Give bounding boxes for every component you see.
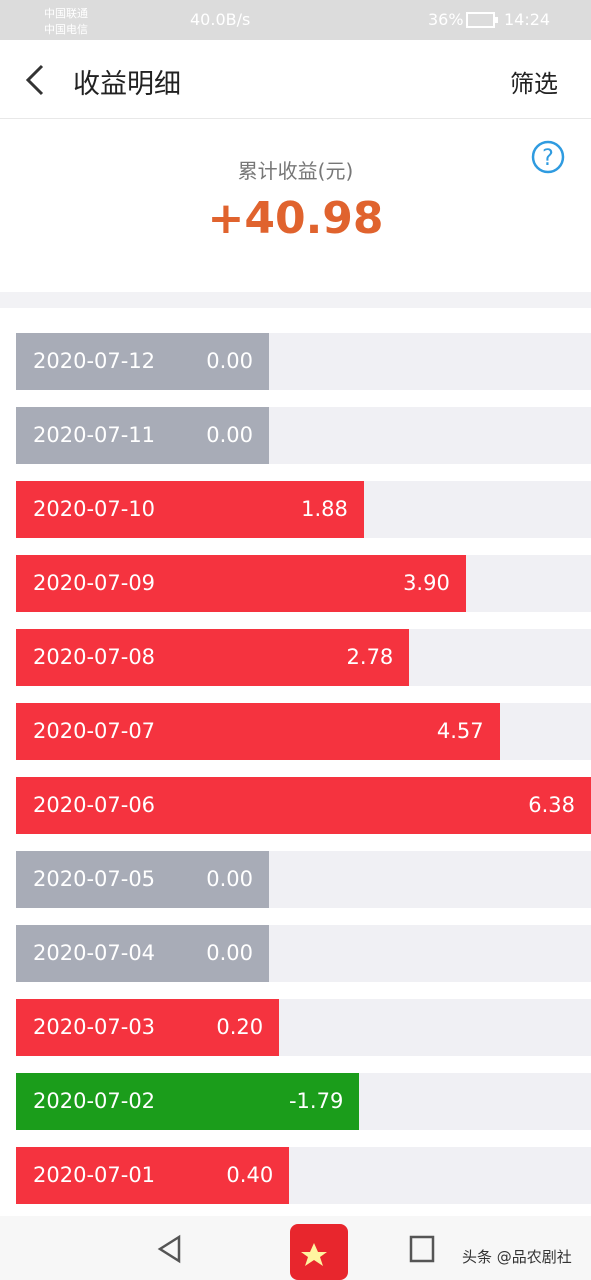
- bar: [16, 703, 500, 760]
- bar: [16, 555, 466, 612]
- nav-bar: 头条 @品农剧社: [0, 1216, 591, 1280]
- bar: [16, 629, 410, 686]
- value-label: 4.57: [436, 719, 484, 743]
- carrier: 中国电信: [44, 23, 88, 36]
- battery-icon: [466, 12, 498, 28]
- carrier: 中国联通: [44, 7, 88, 20]
- value-label: -1.79: [288, 1089, 344, 1113]
- earnings-row: 2020-07-08 2.78: [16, 629, 591, 686]
- date-label: 2020-07-07: [33, 719, 156, 743]
- bar: [16, 925, 269, 982]
- bar: [16, 1073, 360, 1130]
- filter-button[interactable]: 筛选: [510, 70, 558, 98]
- value-label: 1.88: [301, 497, 348, 521]
- date-label: 2020-07-12: [33, 349, 156, 373]
- earnings-row: 2020-07-10 1.88: [16, 481, 591, 538]
- value-label: 0.00: [206, 349, 253, 373]
- back-nav[interactable]: [155, 1234, 185, 1264]
- value-label: 3.90: [403, 571, 450, 595]
- value-label: 0.40: [226, 1163, 274, 1187]
- date-label: 2020-07-11: [33, 423, 156, 447]
- earnings-row: 2020-07-06 6.38: [16, 777, 591, 834]
- page-title: 收益明细: [73, 69, 181, 100]
- svg-text:?: ?: [542, 146, 554, 171]
- earnings-row: 2020-07-09 3.90: [16, 555, 591, 612]
- bar: [16, 999, 280, 1056]
- date-label: 2020-07-04: [33, 941, 156, 965]
- total-value: +40.98: [207, 193, 384, 244]
- date-label: 2020-07-06: [33, 793, 156, 817]
- earnings-row: 2020-07-01 0.40: [16, 1147, 591, 1204]
- bar: [16, 1147, 290, 1204]
- value-label: 0.00: [206, 423, 253, 447]
- date-label: 2020-07-08: [33, 645, 156, 669]
- bar: [16, 333, 269, 390]
- date-label: 2020-07-10: [33, 497, 156, 521]
- date-label: 2020-07-05: [33, 867, 156, 891]
- header: 收益明细 筛选: [0, 40, 591, 119]
- date-label: 2020-07-02: [33, 1089, 156, 1113]
- network-speed: 40.0B/s: [190, 10, 251, 29]
- battery-level: 36%: [428, 10, 464, 29]
- earnings-row: 2020-07-12 0.00: [16, 333, 591, 390]
- date-label: 2020-07-01: [33, 1163, 156, 1187]
- back-button[interactable]: [24, 64, 48, 96]
- value-label: 0.00: [206, 867, 253, 891]
- value-label: 6.38: [528, 793, 575, 817]
- earnings-row: 2020-07-11 0.00: [16, 407, 591, 464]
- earnings-row: 2020-07-02 -1.79: [16, 1073, 591, 1130]
- total-label: 累计收益(元): [237, 159, 354, 183]
- status-bar: 中国联通 中国电信 40.0B/s 36% 14:24: [0, 0, 591, 40]
- value-label: 0.00: [206, 941, 253, 965]
- bar: [16, 407, 269, 464]
- watermark: 头条 @品农剧社: [462, 1248, 572, 1266]
- summary: 累计收益(元) +40.98 ?: [0, 119, 591, 292]
- bar: [16, 777, 591, 834]
- bar: [16, 851, 269, 908]
- value-label: 0.20: [216, 1015, 264, 1039]
- earnings-row: 2020-07-05 0.00: [16, 851, 591, 908]
- date-label: 2020-07-09: [33, 571, 156, 595]
- recent-nav[interactable]: [408, 1234, 436, 1264]
- bar: [16, 481, 364, 538]
- value-label: 2.78: [346, 645, 394, 669]
- clock: 14:24: [504, 10, 551, 29]
- divider: [0, 292, 591, 308]
- help-button[interactable]: ?: [530, 139, 566, 175]
- earnings-row: 2020-07-07 4.57: [16, 703, 591, 760]
- date-label: 2020-07-03: [33, 1015, 156, 1039]
- earnings-row: 2020-07-04 0.00: [16, 925, 591, 982]
- logo-icon: [290, 1224, 348, 1280]
- earnings-row: 2020-07-03 0.20: [16, 999, 591, 1056]
